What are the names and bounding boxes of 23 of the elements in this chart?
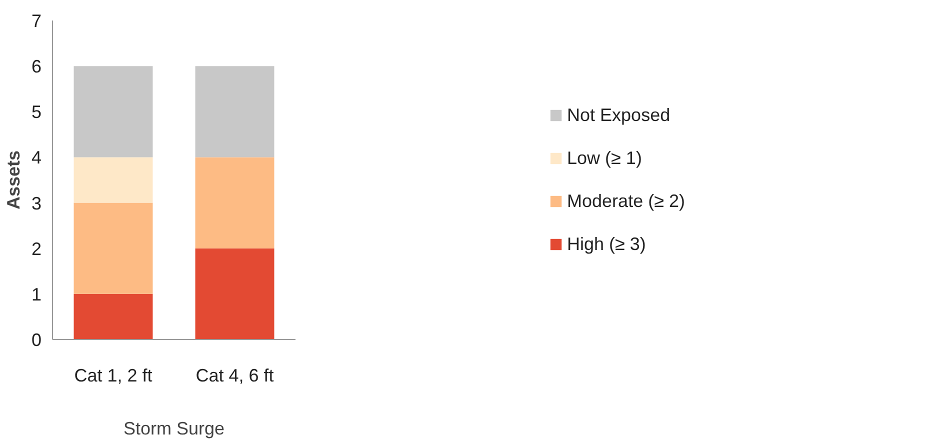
legend-label: Moderate (≥ 2) bbox=[567, 190, 685, 212]
x-tick-label: Cat 4, 6 ft bbox=[196, 366, 274, 386]
bar bbox=[74, 157, 153, 203]
y-tick-label: 6 bbox=[31, 56, 42, 77]
y-tick-label: 3 bbox=[31, 193, 42, 214]
bar bbox=[195, 157, 274, 248]
x-axis-title: Storm Surge bbox=[123, 418, 225, 438]
bar bbox=[195, 248, 274, 340]
y-tick-label: 0 bbox=[31, 330, 42, 350]
y-tick-label: 4 bbox=[31, 148, 42, 168]
y-tick-label: 7 bbox=[31, 11, 42, 31]
y-axis-title: Assets bbox=[3, 150, 24, 210]
y-tick-label: 5 bbox=[31, 102, 42, 122]
x-tick-label: Cat 1, 2 ft bbox=[74, 366, 152, 386]
legend-label: Not Exposed bbox=[567, 104, 670, 126]
y-tick-label: 1 bbox=[31, 284, 42, 304]
bar bbox=[74, 66, 153, 158]
bar bbox=[195, 66, 274, 158]
bar bbox=[74, 294, 153, 340]
bar bbox=[74, 202, 153, 294]
legend-label: High (≥ 3) bbox=[567, 234, 646, 254]
y-tick-label: 2 bbox=[31, 238, 42, 259]
legend-label: Low (≥ 1) bbox=[567, 148, 642, 168]
